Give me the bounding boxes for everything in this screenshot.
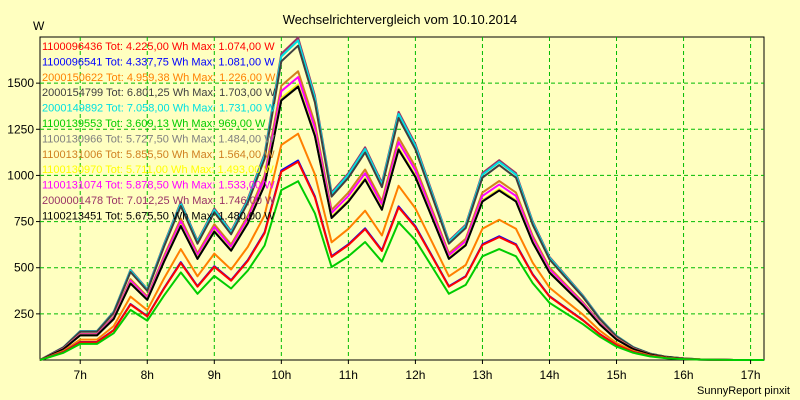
legend-entry-1100130970: 1100130970 Tot: 5.711,00 Wh Max: 1.493,0…: [42, 164, 274, 176]
legend: 1100096436 Tot: 4.225,00 Wh Max: 1.074,0…: [42, 41, 276, 222]
plot-area-frame: [39, 36, 765, 361]
y-axis-unit-label: W: [33, 19, 45, 33]
chart-title: Wechselrichtervergleich vom 10.10.2014: [283, 12, 518, 27]
x-tick-label: 9h: [208, 368, 221, 382]
y-tick-label: 500: [14, 261, 34, 275]
legend-entry-2000149892: 2000149892 Tot: 7.058,00 Wh Max: 1.731,0…: [42, 103, 276, 115]
x-tick-label: 11h: [339, 368, 358, 382]
footer-credit: SunnyReport pinxit: [697, 385, 790, 397]
legend-entry-1100131006: 1100131006 Tot: 5.855,50 Wh Max: 1.564,0…: [42, 149, 275, 161]
legend-entry-2000150622: 2000150622 Tot: 4.959,38 Wh Max: 1.226,0…: [42, 72, 276, 84]
x-tick-label: 17h: [741, 368, 761, 382]
x-tick-label: 7h: [74, 368, 87, 382]
series-layer: [39, 36, 764, 361]
y-tick-label: 1000: [7, 168, 34, 182]
legend-entry-2000001478: 2000001478 Tot: 7.012,25 Wh Max: 1.746,0…: [42, 195, 276, 207]
x-tick-label: 16h: [674, 368, 694, 382]
legend-entry-1100213451: 1100213451 Tot: 5.675,50 Wh Max: 1.480,0…: [42, 210, 275, 222]
legend-entry-2000154799: 2000154799 Tot: 6.801,25 Wh Max: 1.703,0…: [42, 87, 276, 99]
legend-entry-1100130966: 1100130966 Tot: 5.727,50 Wh Max: 1.484,0…: [42, 133, 275, 145]
legend-entry-1100131074: 1100131074 Tot: 5.878,50 Wh Max: 1.533,0…: [42, 180, 275, 192]
x-tick-label: 8h: [141, 368, 154, 382]
y-tick-label: 750: [14, 215, 34, 229]
y-tick-label: 250: [14, 307, 34, 321]
axis-layer: 7h 8h 9h 10h 11h 12h 13h 14h 15h 16h 17h 250 500 750 1…: [7, 76, 760, 382]
legend-entry-1100096436: 1100096436 Tot: 4.225,00 Wh Max: 1.074,0…: [42, 41, 275, 53]
series-line-1100213451: [39, 85, 764, 361]
legend-entry-1100096541: 1100096541 Tot: 4.337,75 Wh Max: 1.081,0…: [42, 56, 275, 68]
x-tick-label: 14h: [539, 368, 559, 382]
y-tick-label: 1250: [7, 122, 34, 136]
x-tick-label: 13h: [472, 368, 492, 382]
x-tick-label: 12h: [405, 368, 425, 382]
y-tick-label: 1500: [7, 76, 34, 90]
x-tick-label: 10h: [271, 368, 291, 382]
legend-entry-1100139553: 1100139553 Tot: 3.609,13 Wh Max: 969,00 …: [42, 118, 266, 130]
series-line-1100139553: [39, 180, 764, 361]
x-tick-label: 15h: [607, 368, 627, 382]
